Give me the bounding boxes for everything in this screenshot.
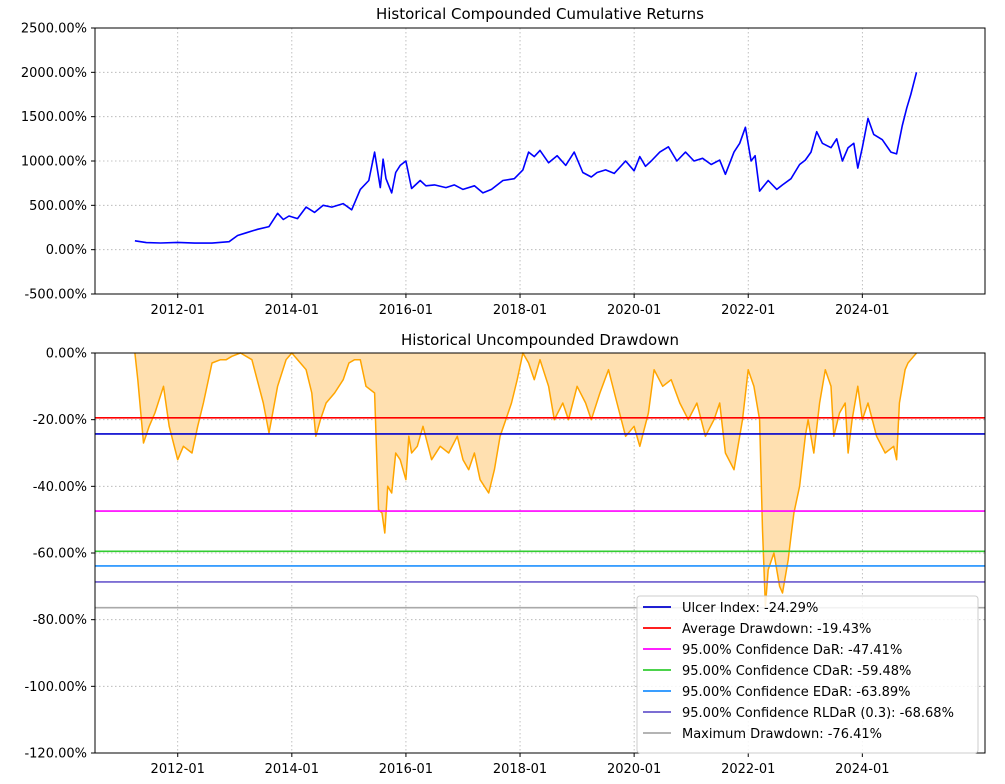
drawdown-area <box>134 353 917 607</box>
reference-lines <box>95 416 985 609</box>
legend-label: 95.00% Confidence RLDaR (0.3): -68.68% <box>682 706 954 721</box>
x-tick-label: 2014-01 <box>265 762 319 777</box>
y-tick-label: -500.00% <box>24 288 87 303</box>
y-tick-label: 2000.00% <box>21 66 87 81</box>
chart-title: Historical Compounded Cumulative Returns <box>376 5 704 23</box>
y-tick-label: -40.00% <box>33 480 87 495</box>
y-tick-label: -20.00% <box>33 413 87 428</box>
legend-label: Maximum Drawdown: -76.41% <box>682 727 882 742</box>
legend-label: 95.00% Confidence CDaR: -59.48% <box>682 664 911 679</box>
series-layer <box>134 352 918 608</box>
legend-label: 95.00% Confidence DaR: -47.41% <box>682 643 902 658</box>
y-axis: -120.00% -100.00% -80.00% -60.00% -40.00% -20… <box>24 347 95 762</box>
grid <box>95 27 985 295</box>
series-layer <box>134 72 918 244</box>
x-axis: 2012-01 2014-01 2016-01 2018-01 2020-01 2022-… <box>151 294 890 318</box>
legend-label: Average Drawdown: -19.43% <box>682 622 871 637</box>
x-tick-label: 2012-01 <box>151 762 205 777</box>
cumulative-return-line <box>134 72 918 244</box>
x-tick-label: 2012-01 <box>151 303 205 318</box>
legend-box <box>636 595 979 754</box>
cumulative-returns-chart: Historical Compounded Cumulative Returns… <box>21 5 986 318</box>
y-tick-label: -60.00% <box>33 547 87 562</box>
y-axis: -500.00% 0.00% 500.00% 1000.00% 1500.00% 2000… <box>21 22 95 303</box>
y-tick-label: -100.00% <box>24 680 87 695</box>
x-tick-label: 2016-01 <box>379 762 433 777</box>
x-tick-label: 2024-01 <box>835 762 889 777</box>
chart-title: Historical Uncompounded Drawdown <box>401 331 679 349</box>
x-tick-label: 2014-01 <box>265 303 319 318</box>
x-tick-label: 2024-01 <box>835 303 889 318</box>
x-axis: 2012-01 2014-01 2016-01 2018-01 2020-01 2022-… <box>151 753 890 777</box>
x-tick-label: 2022-01 <box>721 303 775 318</box>
y-tick-label: 0.00% <box>46 243 87 258</box>
y-tick-label: 500.00% <box>29 199 87 214</box>
x-tick-label: 2016-01 <box>379 303 433 318</box>
legend-label: 95.00% Confidence EDaR: -63.89% <box>682 685 911 700</box>
drawdown-line <box>134 352 918 608</box>
drawdown-chart: Historical Uncompounded Drawdown -120.00… <box>24 331 986 777</box>
y-tick-label: 2500.00% <box>21 22 87 37</box>
y-tick-label: -120.00% <box>24 747 87 762</box>
y-tick-label: 1500.00% <box>21 110 87 125</box>
legend: Ulcer Index: -24.29% Average Drawdown: -1… <box>636 595 979 754</box>
x-tick-label: 2020-01 <box>607 762 661 777</box>
legend-label: Ulcer Index: -24.29% <box>682 601 818 616</box>
y-tick-label: 0.00% <box>46 347 87 362</box>
x-tick-label: 2022-01 <box>721 762 775 777</box>
x-tick-label: 2020-01 <box>607 303 661 318</box>
y-tick-label: -80.00% <box>33 613 87 628</box>
y-tick-label: 1000.00% <box>21 155 87 170</box>
x-tick-label: 2018-01 <box>493 303 547 318</box>
x-tick-label: 2018-01 <box>493 762 547 777</box>
